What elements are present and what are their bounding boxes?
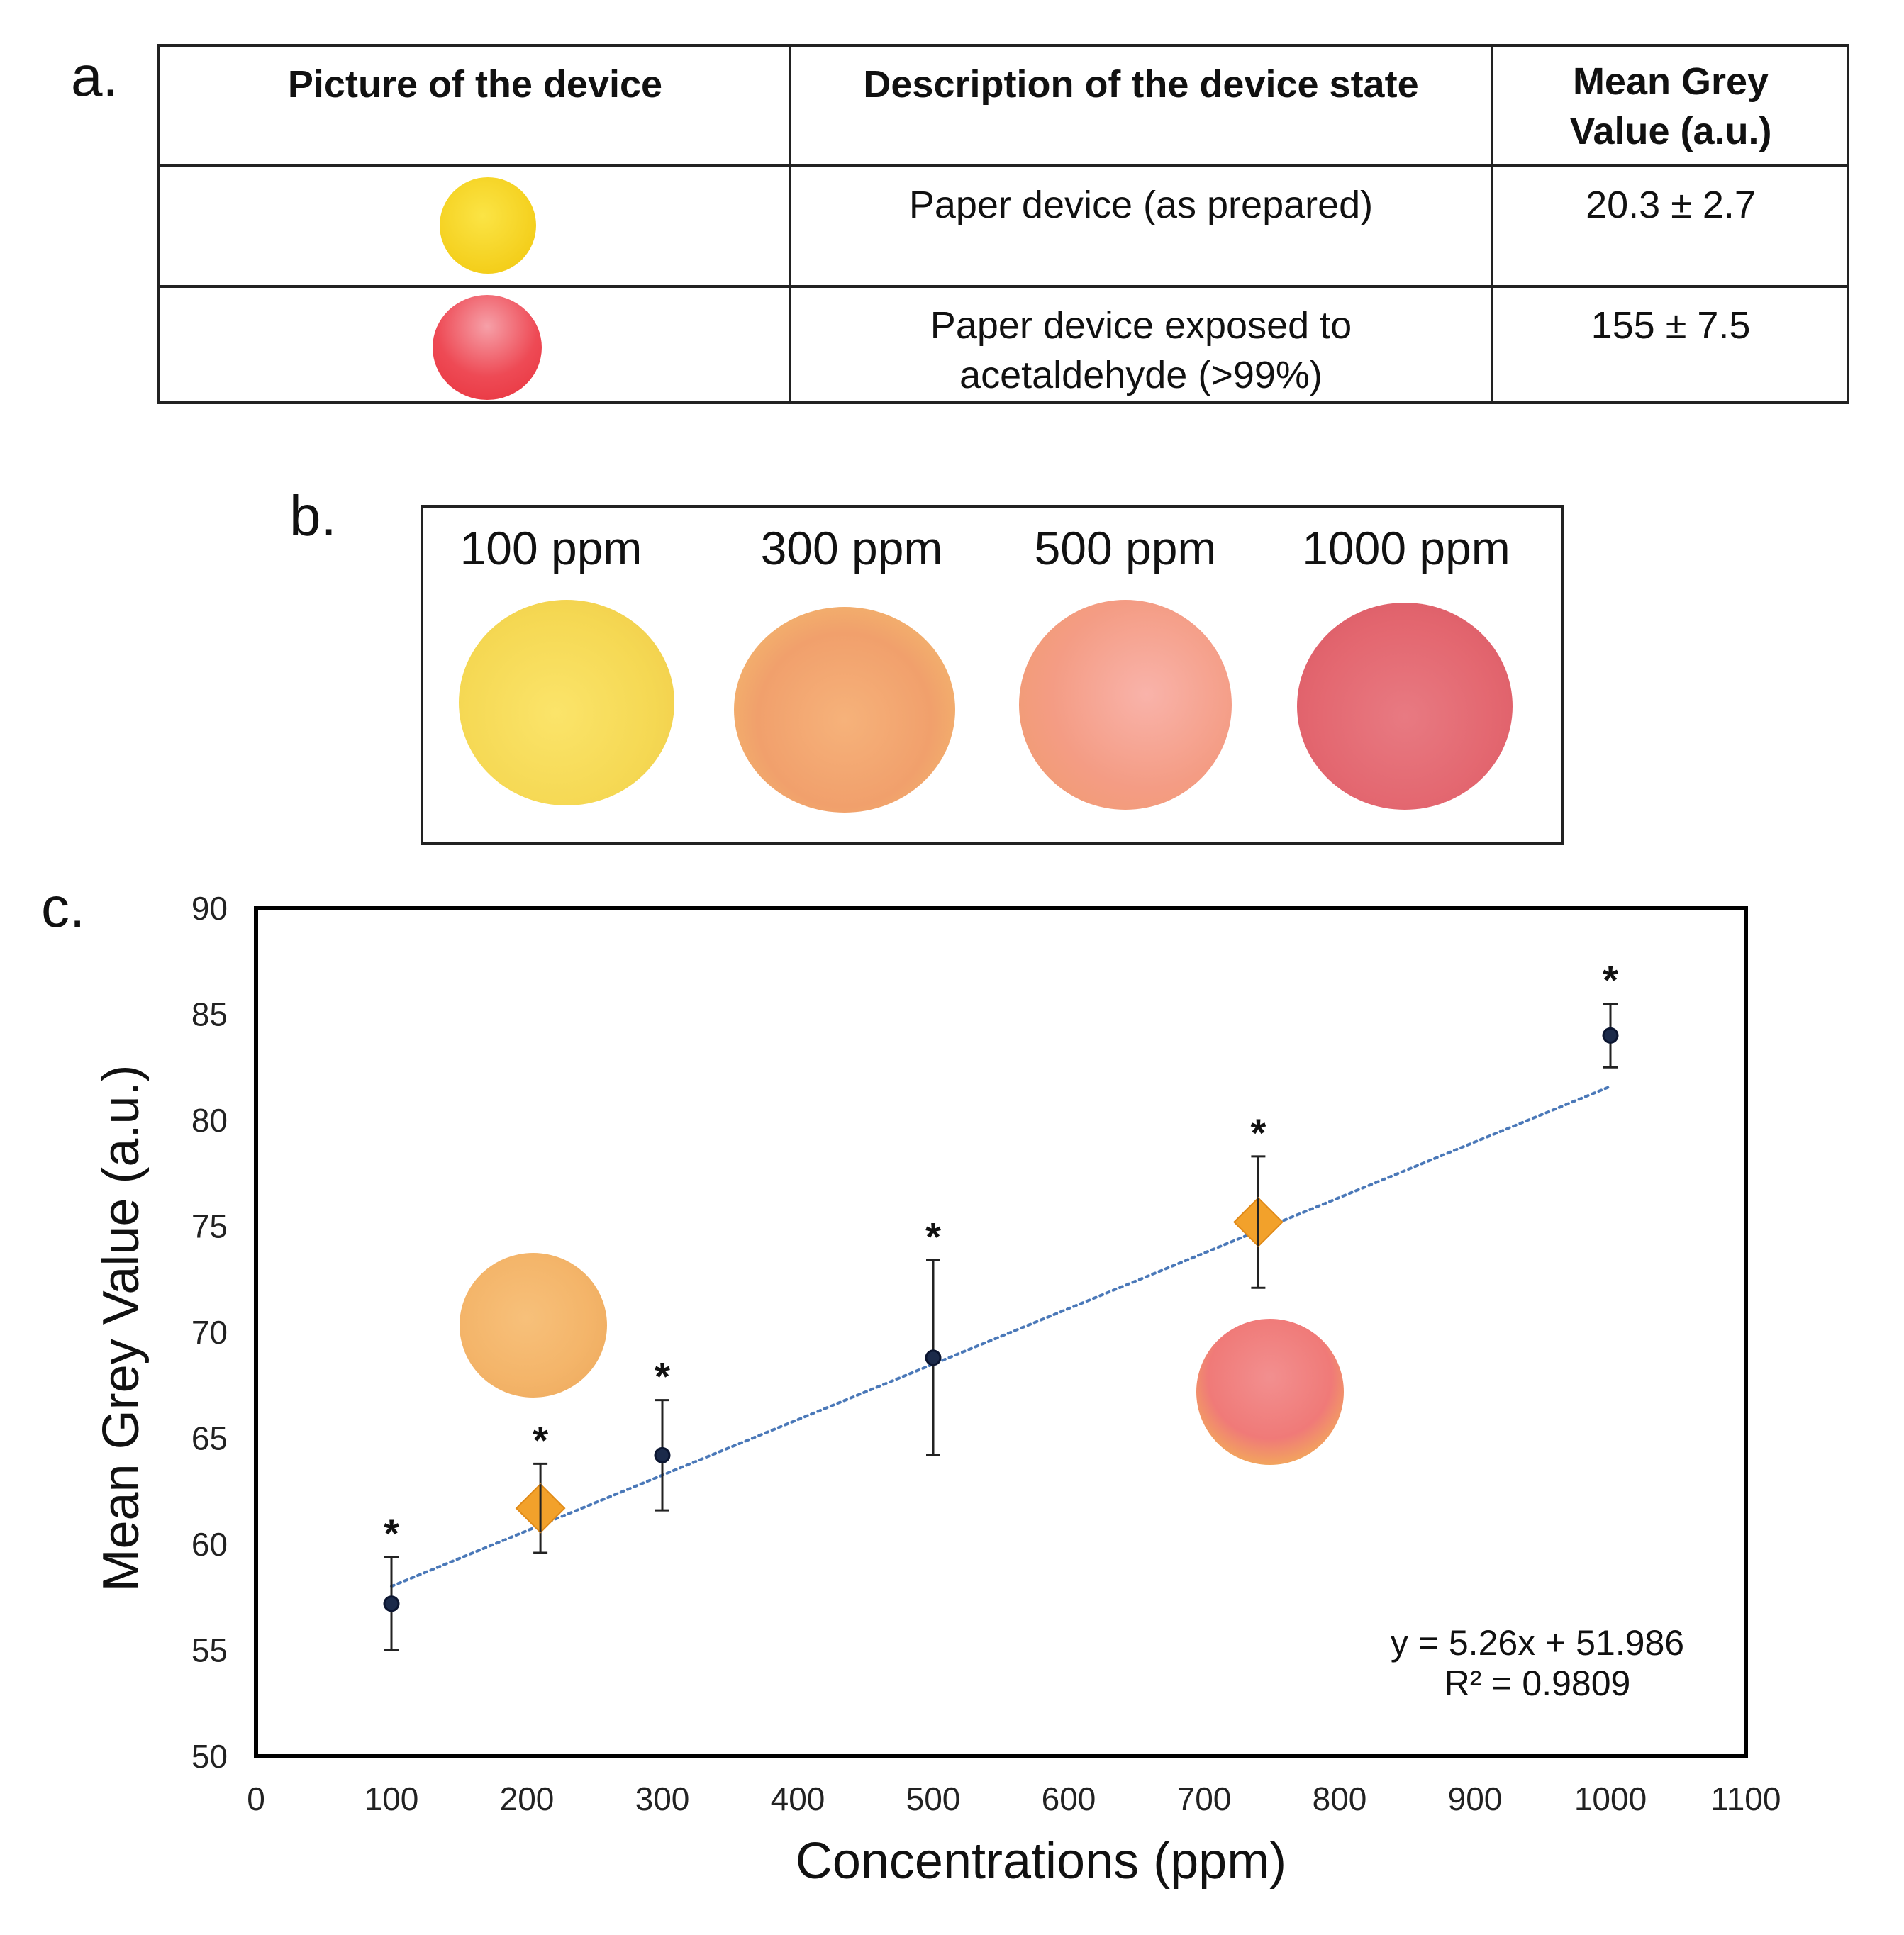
x-tick-label: 300 <box>635 1780 690 1817</box>
x-axis-label: Concentrations (ppm) <box>796 1833 1286 1890</box>
y-tick-label: 60 <box>191 1526 228 1563</box>
table-header-row: Picture of the device Description of the… <box>160 47 1847 167</box>
y-tick-label: 90 <box>191 890 228 927</box>
y-tick-label: 55 <box>191 1632 228 1669</box>
y-tick-label: 75 <box>191 1208 228 1245</box>
trendline <box>390 1085 1612 1588</box>
concentration-strip: 100 ppm 300 ppm 500 ppm 1000 ppm <box>421 505 1564 845</box>
table-row: Paper device (as prepared) 20.3 ± 2.7 <box>160 167 1847 288</box>
data-point <box>925 1349 942 1366</box>
significance-asterisk: * <box>655 1354 670 1399</box>
swatch-500-ppm <box>1019 600 1232 810</box>
significance-asterisk: * <box>1603 958 1618 1003</box>
x-tick-label: 900 <box>1448 1780 1503 1817</box>
panel-label-b: b. <box>289 484 337 547</box>
x-tick-label: 600 <box>1042 1780 1096 1817</box>
table-row: Paper device exposed to acetaldehyde (>9… <box>160 288 1847 404</box>
strip-label-500: 500 ppm <box>1034 522 1217 574</box>
significance-asterisk: * <box>533 1417 548 1462</box>
data-point <box>654 1446 671 1463</box>
strip-label-100: 100 ppm <box>460 522 642 574</box>
header-mean-grey: Mean Grey Value (a.u.) <box>1492 47 1849 164</box>
table-column-divider <box>789 47 791 401</box>
x-tick-label: 800 <box>1313 1780 1367 1817</box>
y-tick-label: 65 <box>191 1420 228 1457</box>
table-cell-picture <box>160 167 790 285</box>
y-tick-label: 85 <box>191 996 228 1033</box>
header-mean-grey-line-1: Mean Grey <box>1572 60 1769 103</box>
x-tick-label: 1000 <box>1574 1780 1647 1817</box>
header-mean-grey-line-2: Value (a.u.) <box>1569 110 1772 152</box>
strip-label-1000: 1000 ppm <box>1302 522 1510 574</box>
x-tick-label: 0 <box>247 1780 265 1817</box>
x-tick-label: 700 <box>1177 1780 1232 1817</box>
data-point <box>383 1595 400 1612</box>
y-tick-label: 50 <box>191 1738 228 1775</box>
device-state-table: Picture of the device Description of the… <box>157 44 1849 404</box>
table-cell-value: 155 ± 7.5 <box>1591 304 1751 347</box>
significance-asterisk: * <box>384 1511 399 1556</box>
x-tick-label: 400 <box>771 1780 825 1817</box>
y-tick-label: 70 <box>191 1314 228 1351</box>
description-text: Paper device (as prepared) <box>908 184 1374 226</box>
x-tick-label: 500 <box>906 1780 961 1817</box>
significance-asterisk: * <box>1251 1110 1266 1155</box>
swatch-1000-ppm <box>1297 603 1513 810</box>
description-text-line-2: acetaldehyde (>99%) <box>959 354 1323 396</box>
swatch-300-ppm <box>734 607 955 813</box>
red-device-swatch <box>433 295 542 400</box>
x-tick-label: 100 <box>364 1780 419 1817</box>
strip-label-300: 300 ppm <box>760 522 943 574</box>
y-axis-label: Mean Grey Value (a.u.) <box>93 1065 150 1592</box>
header-picture: Picture of the device <box>287 63 663 106</box>
table-column-divider <box>1491 47 1493 401</box>
inset-device-low <box>460 1253 607 1398</box>
panel-label-a: a. <box>71 45 118 108</box>
plot-frame <box>254 906 1748 1758</box>
x-tick-label: 1100 <box>1711 1780 1781 1817</box>
header-description: Description of the device state <box>863 63 1419 106</box>
trendline-equation: y = 5.26x + 51.986 <box>1391 1623 1684 1663</box>
y-tick-label: 80 <box>191 1102 228 1139</box>
data-point <box>1602 1027 1619 1044</box>
swatch-100-ppm <box>459 600 674 805</box>
x-tick-label: 200 <box>500 1780 555 1817</box>
yellow-device-swatch <box>440 177 536 274</box>
description-text-line-1: Paper device exposed to <box>930 304 1352 347</box>
table-cell-description: Paper device exposed to acetaldehyde (>9… <box>790 288 1492 404</box>
calibration-chart: 0 100 200 300 400 500 600 700 800 900 1000 1100 50 55… <box>93 890 1781 1890</box>
panel-label-c: c. <box>41 876 86 939</box>
trendline-r-squared: R² = 0.9809 <box>1444 1663 1631 1703</box>
inset-device-high <box>1196 1319 1344 1465</box>
significance-asterisk: * <box>925 1214 941 1259</box>
table-cell-description: Paper device (as prepared) <box>790 167 1492 285</box>
table-cell-picture <box>160 288 790 404</box>
table-cell-value: 20.3 ± 2.7 <box>1586 184 1756 226</box>
